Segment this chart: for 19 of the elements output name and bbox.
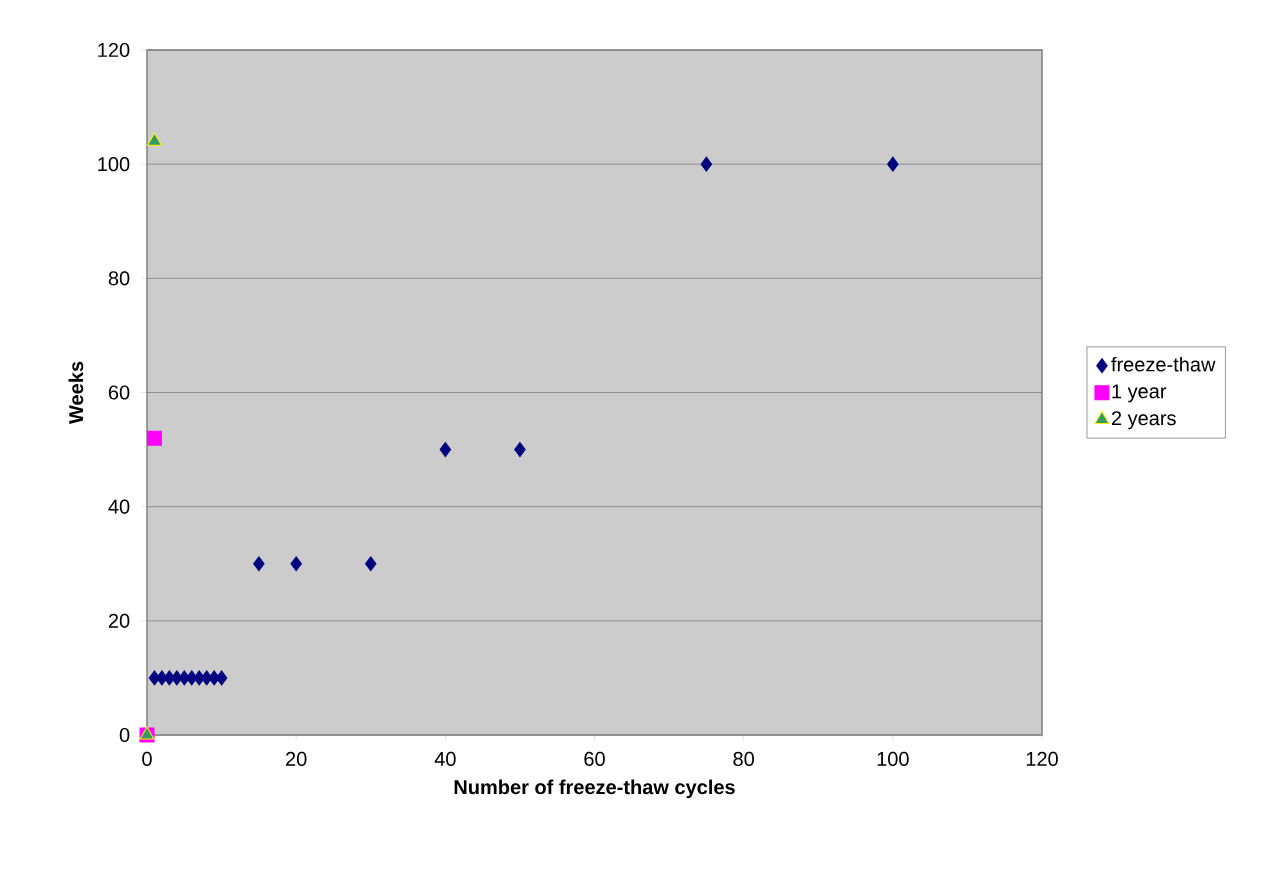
x-axis-title: Number of freeze-thaw cycles [454,779,735,799]
legend-label: 2 years [1111,411,1176,430]
x-tick-label: 0 [142,751,152,766]
x-tick-label: 40 [434,751,456,766]
y-tick-label: 0 [119,727,130,743]
y-tick-label: 60 [108,385,130,400]
legend-label: 1 year [1112,384,1167,403]
x-tick-label: 20 [286,751,307,766]
x-tick-label: 100 [877,751,909,766]
y-tick-label: 80 [108,271,130,286]
x-tick-label: 120 [1026,751,1058,766]
y-axis-title: Weeks [68,361,84,424]
y-tick-label: 100 [98,157,130,172]
y-tick-label: 20 [108,613,130,628]
y-tick-label: 120 [98,42,130,58]
x-tick-label: 80 [733,751,754,766]
x-tick-label: 60 [584,751,605,766]
legend-label: freeze-thaw [1111,356,1216,372]
y-tick-label: 40 [108,499,130,514]
